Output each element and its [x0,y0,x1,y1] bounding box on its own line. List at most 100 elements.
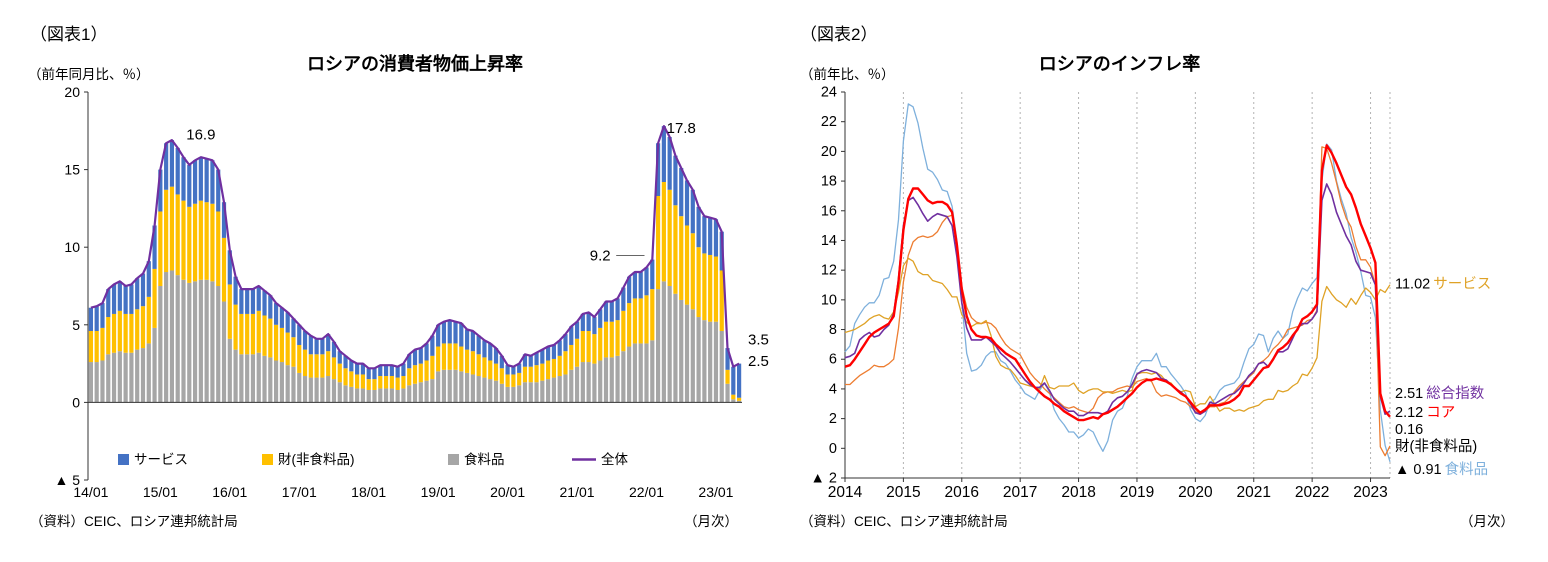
bar-segment [94,306,99,332]
bar-segment [655,289,661,403]
bar-segment [123,352,128,403]
bar-segment [609,357,614,403]
bar-segment [164,272,169,403]
bar-segment [268,318,273,358]
bar-segment [569,369,574,403]
y-tick-label: ▲ 5 [54,472,80,488]
bar-segment [690,189,695,234]
bar-segment [592,334,597,364]
bar-segment [274,303,279,325]
bar-segment [216,286,221,403]
bar-segment [164,143,169,190]
bar-segment [239,313,244,355]
bar-segment [216,169,221,212]
bar-segment [146,343,151,403]
total-line [90,124,740,370]
bar-segment [592,317,597,335]
bar-segment [94,362,99,403]
bar-segment [158,211,163,286]
bar-segment [337,363,342,383]
bar-segment [511,386,516,403]
figure2-source: （資料）CEIC、ロシア連邦統計局 [800,514,1008,529]
y-tick-label: 18 [821,174,837,190]
bar-segment [204,158,209,203]
bar-segment [88,362,93,403]
bar-segment [632,298,638,344]
bar-segment [198,200,203,280]
bar-segment [250,289,256,314]
bar-segment [609,301,614,322]
bar-segment [378,376,383,389]
bar-segment [245,313,250,355]
bar-segment [655,195,661,290]
bar-segment [372,368,377,380]
bar-segment [366,368,371,380]
bar-segment [534,352,539,366]
bar-segment [216,211,221,286]
bar-segment [262,290,267,316]
bar-segment [580,331,585,363]
bar-segment [192,281,198,403]
bar-segment [320,377,325,403]
bar-segment [360,374,366,389]
bar-segment [389,388,394,403]
bar-segment [378,365,383,377]
bar-segment [245,354,250,403]
bar-segment [615,355,620,403]
bar-segment [297,344,302,373]
bar-segment [129,313,134,353]
bar-segment [412,365,418,384]
bar-segment [586,312,591,331]
bar-segment [349,360,354,372]
bar-segment [505,365,510,375]
bar-segment [436,324,441,347]
figure2-axis-unit: （前年比、％） [800,67,895,82]
bar-segment [557,340,562,356]
bar-segment [679,168,684,217]
bar-segment [644,343,649,403]
bar-segment [540,349,545,364]
bar-segment [644,267,649,296]
bar-segment [488,343,493,361]
bar-segment [470,374,475,403]
bar-segment [737,397,742,401]
bar-segment [511,374,516,387]
bar-segment [708,321,713,403]
y-tick-label: 8 [829,322,837,338]
bar-segment [598,309,603,328]
y-tick-label: 24 [821,85,837,101]
bar-segment [279,362,284,403]
bar-segment [534,365,539,383]
end-label-name: 財(非食料品) [1395,438,1477,455]
bar-segment [221,237,227,302]
x-tick-label: 2018 [1061,484,1095,501]
bar-segment [187,282,192,403]
bar-segment [401,363,406,377]
bar-segment [540,380,545,403]
end-label: 11.02 サービス [1395,276,1491,293]
bar-segment [302,376,308,403]
bar-segment [557,376,562,403]
y-tick-label: 10 [64,239,80,255]
x-tick-label: 18/01 [351,484,386,500]
bar-segment [586,362,591,403]
bar-segment [488,379,493,403]
bar-segment [331,341,337,358]
legend-label: 財(非食料品) [278,451,355,467]
bar-segment [650,340,655,403]
y-tick-label: 20 [821,144,837,160]
bar-segment [592,363,597,403]
bar-segment [580,362,585,403]
figure1-source: （資料）CEIC、ロシア連邦統計局 [30,514,238,529]
bar-segment [279,327,284,363]
bar-segment [308,335,313,355]
bar-segment [204,202,209,280]
bar-segment [453,321,458,344]
bar-segment [285,332,290,366]
y-tick-label: 0 [829,441,837,457]
bar-segment [407,385,412,403]
bar-segment [152,327,157,403]
bar-segment [169,270,175,403]
bar-segment [111,352,117,403]
legend-swatch [118,454,129,465]
